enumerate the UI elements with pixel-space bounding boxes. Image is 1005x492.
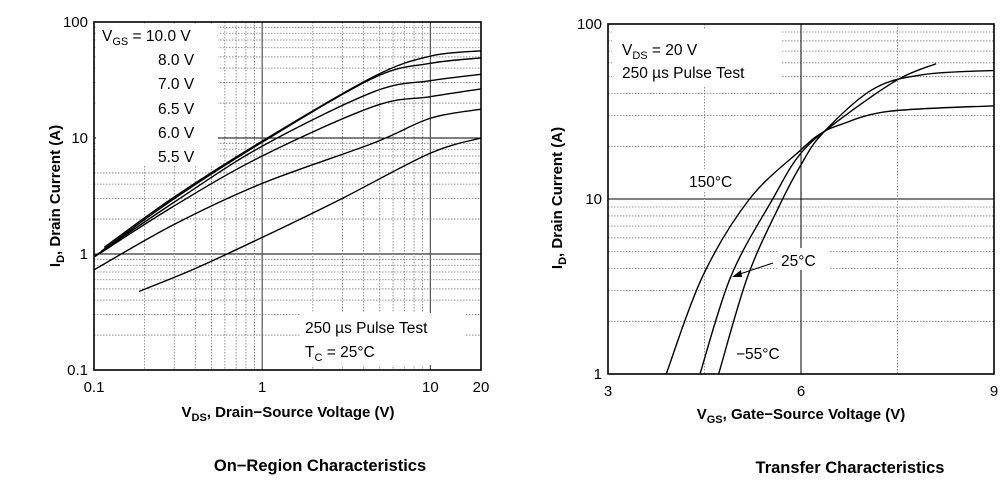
arrow-head-icon [732, 270, 742, 277]
x-axis-label: VDS, Drain−Source Voltage (V) [182, 404, 395, 424]
y-axis-label: ID, Drain Current (A) [47, 125, 67, 267]
series-lines [93, 50, 482, 293]
on-region-chart: 0.1 1 10 20 0.1 1 10 100 VGS = 10.0 V 8.0 V 7.0… [47, 14, 489, 475]
series-line-2 [717, 69, 995, 375]
chart-title: Transfer Characteristics [756, 459, 945, 477]
legend-header: VGS = 10.0 V [102, 28, 191, 48]
arrow-line [736, 262, 774, 276]
y-tick-label: 10 [585, 191, 602, 208]
annotation-mask [612, 30, 782, 87]
y-axis-label: ID, Drain Current (A) [549, 127, 569, 269]
y-tick-label: 0.1 [67, 362, 88, 379]
tick-labels: 0.1 1 10 20 0.1 1 10 100 [63, 14, 489, 396]
series-line-0 [103, 50, 482, 248]
plot-frame [93, 21, 482, 371]
annotation-vds: VDS = 20 V [622, 42, 698, 62]
series-line-3 [93, 88, 482, 258]
annotation-temp: TC = 25°C [305, 344, 375, 364]
legend-entry: 6.0 V [158, 125, 195, 142]
transfer-chart: 3 6 9 1 10 100 VDS = 20 V 250 µs Pulse Test 1… [549, 16, 998, 477]
x-tick-label: 0.1 [84, 379, 105, 396]
y-tick-label: 100 [63, 14, 88, 31]
y-tick-label: 10 [71, 130, 88, 147]
plot-frame [607, 23, 995, 375]
series-lines [665, 63, 995, 375]
series-line-2 [93, 73, 482, 258]
annotation-pulse: 250 µs Pulse Test [622, 65, 745, 82]
legend-entry: 8.0 V [158, 52, 195, 69]
x-tick-label: 6 [797, 383, 805, 400]
annotation-mask [300, 313, 466, 365]
legend-entry: 6.5 V [158, 101, 195, 118]
x-tick-label: 3 [604, 383, 612, 400]
tick-labels: 3 6 9 1 10 100 [577, 16, 998, 400]
series-label-150c: 150°C [689, 174, 732, 191]
series-line-0 [665, 105, 995, 375]
series-line-5 [138, 137, 482, 293]
series-line-4 [93, 108, 482, 271]
x-tick-label: 20 [473, 379, 490, 396]
legend-mask [96, 24, 218, 165]
legend-entry: 5.5 V [158, 149, 195, 166]
chart-title: On−Region Characteristics [214, 457, 426, 475]
x-tick-label: 10 [422, 379, 439, 396]
x-tick-label: 1 [258, 379, 266, 396]
series-label-minus55c: −55°C [736, 346, 780, 363]
label-mask [685, 169, 750, 191]
legend-entry: 7.0 V [158, 76, 195, 93]
series-label-25c: 25°C [781, 253, 816, 270]
y-tick-label: 100 [577, 16, 602, 33]
series-line-1 [100, 57, 482, 253]
y-tick-label: 1 [80, 246, 88, 263]
x-axis-label: VGS, Gate−Source Voltage (V) [697, 406, 906, 426]
annotation-pulse: 250 µs Pulse Test [305, 320, 428, 337]
label-mask [778, 248, 830, 270]
y-tick-label: 1 [594, 366, 602, 383]
x-tick-label: 9 [990, 383, 998, 400]
